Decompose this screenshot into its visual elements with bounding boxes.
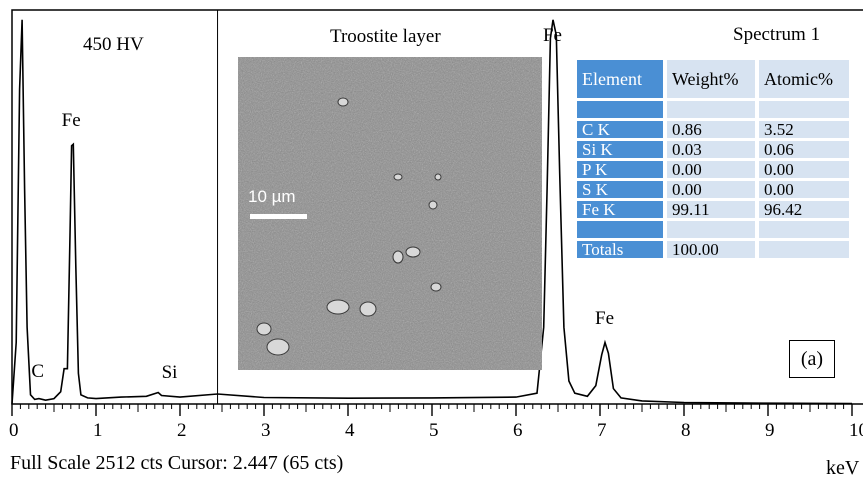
x-tick-label: 1 [93,420,103,441]
micrograph-image [238,57,542,370]
scale-bar-label: 10 µm [248,187,296,206]
table-cell-weight: 100.00 [667,241,755,258]
table-row: C K 0.86 3.52 [577,121,849,138]
chart-title: 450 HV [83,34,144,55]
table-cell-atomic: 0.00 [759,181,849,198]
x-tick-label: 8 [681,420,691,441]
table-cell-element: S K [577,181,663,198]
table-cell-element: P K [577,161,663,178]
peak-label: Fe [542,25,562,46]
x-tick-label: 3 [261,420,271,441]
table-cell-element: C K [577,121,663,138]
x-tick-label: 6 [513,420,523,441]
header-weight: Weight% [667,60,755,98]
micrograph-inset: 10 µm [238,57,542,370]
table-row: Si K 0.03 0.06 [577,141,849,158]
table-cell-element: Si K [577,141,663,158]
table-cell-atomic: 0.00 [759,161,849,178]
table-row: Fe K 99.11 96.42 [577,201,849,218]
table-row [577,221,849,238]
peak-label: C [31,360,45,382]
spectrum-table-title: Spectrum 1 [733,24,821,45]
table-row: S K 0.00 0.00 [577,181,849,198]
peak-label: Fe [595,308,615,330]
table-row: P K 0.00 0.00 [577,161,849,178]
x-tick-label: 5 [429,420,439,441]
x-tick-label: 2 [177,420,187,441]
table-cell-weight: 0.03 [667,141,755,158]
table-cell-atomic [759,101,849,118]
panel-label: (a) [789,340,835,378]
table-cell-atomic [759,241,849,258]
x-axis-unit: keV [826,457,860,479]
x-tick-label: 9 [765,420,775,441]
peak-label: Si [161,362,178,384]
table-cell-atomic: 96.42 [759,201,849,218]
spectrum-line [11,19,853,405]
footer-scale-cursor: Full Scale 2512 cts Cursor: 2.447 (65 ct… [10,452,344,474]
table-cell-weight: 99.11 [667,201,755,218]
header-element: Element [577,60,663,98]
scale-bar [250,214,307,219]
x-tick-label: 4 [345,420,355,441]
x-tick-label: 0 [9,420,19,441]
table-cell-atomic [759,221,849,238]
table-cell-weight: 0.00 [667,161,755,178]
inset-title: Troostite layer [330,26,441,47]
table-row [577,101,849,118]
table-cell-element [577,221,663,238]
table-cell-element: Fe K [577,201,663,218]
table-row: Totals 100.00 [577,241,849,258]
x-tick-label: 10 [849,420,863,441]
table-cell-element [577,101,663,118]
table-cell-weight [667,221,755,238]
table-cell-weight: 0.00 [667,181,755,198]
plot-frame [11,9,863,405]
table-cell-weight [667,101,755,118]
header-atomic: Atomic% [759,60,849,98]
table-cell-weight: 0.86 [667,121,755,138]
table-header-row: Element Weight% Atomic% [577,60,849,98]
peak-label: Fe [61,110,81,132]
table-cell-atomic: 0.06 [759,141,849,158]
table-cell-element: Totals [577,241,663,258]
x-tick-label: 7 [597,420,607,441]
table-cell-atomic: 3.52 [759,121,849,138]
